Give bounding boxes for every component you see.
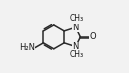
- Text: CH₃: CH₃: [70, 50, 84, 59]
- Text: N: N: [72, 42, 79, 51]
- Text: N: N: [72, 23, 79, 32]
- Text: O: O: [89, 32, 96, 41]
- Text: H₂N: H₂N: [19, 43, 35, 52]
- Text: CH₃: CH₃: [70, 14, 84, 24]
